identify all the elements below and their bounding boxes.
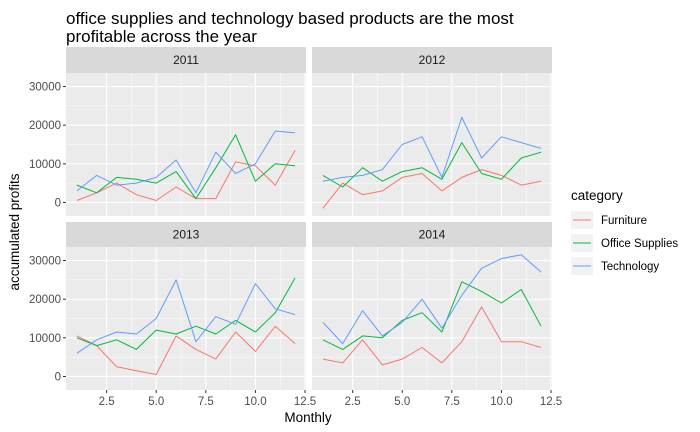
facet-panel-2013: 2013 0 10000 20000 30000 2.5 5.0 7.5 10.0 12.5 (29, 222, 316, 408)
facet-strip (66, 222, 306, 247)
y-tick-label: 20000 (29, 120, 61, 132)
series-line-office-supplies (76, 134, 296, 200)
legend-label: Furniture (601, 215, 647, 227)
x-tick-label: 2.5 (345, 396, 361, 408)
y-tick-label: 30000 (29, 82, 61, 94)
legend-item-office-supplies: Office Supplies (571, 234, 678, 252)
x-tick-label: 2.5 (99, 396, 115, 408)
x-tick-label: 7.5 (198, 396, 214, 408)
series-line-office-supplies (76, 277, 296, 350)
facet-strip-label: 2014 (419, 228, 446, 242)
y-tick-label: 0 (55, 371, 61, 383)
legend-title: category (571, 188, 623, 203)
facet-panels: 2011 0 10000 20000 30000 2012 2013 0 10000 20000 3… (29, 47, 562, 408)
y-tick-label: 20000 (29, 294, 61, 306)
series-line-furniture (322, 306, 542, 366)
chart-title-line-1: office supplies and technology based pro… (66, 9, 514, 28)
facet-strip (312, 47, 552, 73)
y-tick-label: 10000 (29, 333, 61, 345)
facet-strip-label: 2011 (173, 53, 199, 67)
series-line-technology (76, 130, 296, 194)
x-tick-label: 10.0 (490, 396, 512, 408)
x-axis-title: Monthly (284, 410, 332, 425)
x-tick-label: 12.5 (540, 396, 562, 408)
series-line-office-supplies (322, 142, 542, 188)
y-tick-label: 10000 (29, 159, 61, 171)
series-line-technology (76, 279, 296, 354)
facet-panel-2012: 2012 (312, 47, 552, 216)
facet-panel-2011: 2011 0 10000 20000 30000 (29, 47, 306, 216)
y-axis-title: accumulated profits (7, 173, 22, 290)
facet-strip (312, 222, 552, 247)
series-line-furniture (76, 325, 296, 375)
legend-label: Office Supplies (601, 238, 678, 250)
legend: category Furniture Office Supplies Technol… (571, 188, 678, 275)
facet-panel-2014: 2014 2.5 5.0 7.5 10.0 12.5 (312, 222, 562, 408)
y-tick-label: 0 (55, 197, 61, 209)
legend-label: Technology (601, 261, 659, 273)
x-tick-label: 5.0 (148, 396, 164, 408)
series-line-office-supplies (322, 281, 542, 350)
chart-title-line-2: profitable across the year (66, 27, 257, 46)
y-tick-label: 30000 (29, 256, 61, 268)
x-tick-label: 7.5 (444, 396, 460, 408)
x-tick-label: 12.5 (294, 396, 316, 408)
series-line-technology (322, 116, 542, 182)
legend-item-furniture: Furniture (571, 211, 647, 229)
series-line-furniture (76, 150, 296, 201)
series-line-furniture (322, 169, 542, 209)
x-tick-label: 10.0 (244, 396, 266, 408)
facet-strip-label: 2013 (173, 228, 200, 242)
x-tick-label: 5.0 (394, 396, 410, 408)
facet-strip-label: 2012 (419, 53, 446, 67)
facet-strip (66, 47, 306, 73)
legend-item-technology: Technology (571, 257, 659, 275)
series-line-technology (322, 254, 542, 345)
